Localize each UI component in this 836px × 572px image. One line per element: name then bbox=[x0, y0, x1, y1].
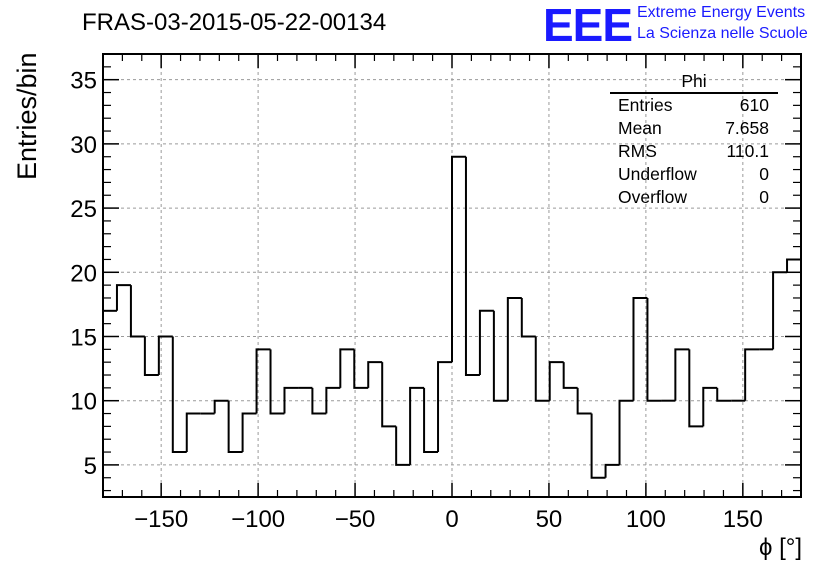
histogram-bin bbox=[604, 463, 620, 478]
stats-value: 610 bbox=[739, 95, 769, 115]
histogram-bin bbox=[157, 335, 173, 376]
histogram-bin bbox=[618, 399, 634, 465]
x-tick-label: −50 bbox=[335, 506, 376, 533]
y-tick-label: 35 bbox=[70, 68, 97, 95]
x-tick-label: 100 bbox=[626, 506, 666, 533]
x-tick-label: −150 bbox=[134, 506, 188, 533]
histogram-bin bbox=[437, 361, 452, 453]
stats-row-underflow: Underflow 0 bbox=[610, 163, 778, 186]
histogram-bin bbox=[548, 361, 564, 401]
histogram-bin bbox=[492, 310, 508, 402]
histogram-bin bbox=[185, 412, 201, 453]
histogram-bin bbox=[744, 348, 760, 401]
y-tick-label: 30 bbox=[70, 132, 97, 159]
stats-value: 0 bbox=[759, 164, 769, 184]
y-axis-label: Entries/bin bbox=[12, 52, 42, 180]
histogram-bin bbox=[241, 412, 257, 453]
histogram-bin bbox=[646, 297, 662, 402]
histogram-bin bbox=[115, 284, 131, 311]
stats-value: 0 bbox=[759, 187, 769, 207]
y-tick-label: 20 bbox=[70, 260, 97, 287]
histogram-series bbox=[103, 155, 801, 479]
histogram-bin bbox=[409, 386, 425, 465]
x-axis-label: ϕ [°] bbox=[758, 534, 802, 561]
stats-row-rms: RMS 110.1 bbox=[610, 140, 778, 163]
histogram-bin bbox=[227, 400, 243, 454]
stats-value: 7.658 bbox=[725, 118, 769, 138]
stats-box: Phi Entries 610 Mean 7.658 RMS 110.1 Und… bbox=[610, 70, 778, 209]
histogram-bin bbox=[772, 271, 788, 350]
y-tick-label: 5 bbox=[84, 453, 97, 480]
histogram-bin bbox=[339, 348, 355, 388]
stats-label: Underflow bbox=[618, 164, 697, 184]
logo-line-2: La Scienza nelle Scuole bbox=[637, 25, 808, 42]
y-tick-label: 10 bbox=[70, 389, 97, 416]
histogram-bin bbox=[716, 387, 732, 402]
y-tick-label: 15 bbox=[70, 324, 97, 351]
histogram-bin bbox=[534, 336, 550, 402]
stats-label: Mean bbox=[618, 118, 662, 138]
histogram-bin bbox=[506, 296, 522, 401]
x-tick-label: −100 bbox=[231, 506, 285, 533]
histogram-bin bbox=[423, 387, 439, 454]
histogram-bin bbox=[590, 413, 606, 479]
histogram-bin bbox=[632, 296, 648, 401]
stats-title: Phi bbox=[610, 70, 778, 94]
histogram-bin bbox=[702, 386, 718, 427]
histogram-bin bbox=[520, 297, 536, 338]
histogram-bin bbox=[353, 349, 369, 389]
histogram-bin bbox=[451, 155, 466, 363]
histogram-bin bbox=[143, 336, 159, 377]
histogram-bin bbox=[325, 386, 341, 414]
histogram-bin bbox=[311, 387, 327, 415]
stats-label: RMS bbox=[618, 141, 657, 161]
eee-logo: EEE bbox=[543, 0, 633, 51]
histogram-bin bbox=[367, 361, 383, 388]
stats-row-overflow: Overflow 0 bbox=[610, 186, 778, 209]
x-tick-label: 150 bbox=[723, 506, 763, 533]
histogram-bin bbox=[562, 362, 578, 389]
histogram-bin bbox=[576, 387, 592, 415]
histogram-bin bbox=[129, 285, 145, 338]
x-tick-label: 0 bbox=[445, 506, 458, 533]
logo-line-1: Extreme Energy Events bbox=[637, 4, 806, 21]
stats-row-entries: Entries 610 bbox=[610, 94, 778, 117]
stats-row-mean: Mean 7.658 bbox=[610, 117, 778, 140]
histogram-bin bbox=[395, 426, 411, 466]
histogram-bin bbox=[674, 348, 690, 401]
histogram-bin bbox=[213, 399, 229, 414]
tick-labels: −150 −100 −50 0 50 100 150 5 10 15 20 25 30 35 bbox=[70, 68, 763, 533]
histogram-bin bbox=[688, 349, 704, 428]
histogram-bin bbox=[478, 309, 494, 376]
histogram-bin bbox=[255, 348, 271, 414]
stats-label: Overflow bbox=[618, 187, 688, 207]
stats-label: Entries bbox=[618, 95, 673, 115]
histogram-bin bbox=[283, 386, 299, 414]
chart-title: FRAS-03-2015-05-22-00134 bbox=[82, 9, 387, 36]
histogram-bin bbox=[269, 349, 285, 415]
y-tick-label: 25 bbox=[70, 196, 97, 223]
histogram-bin bbox=[171, 336, 187, 454]
x-tick-label: 50 bbox=[536, 506, 563, 533]
stats-value: 110.1 bbox=[726, 141, 770, 161]
histogram-bin bbox=[464, 156, 480, 377]
axis-ticks bbox=[103, 54, 801, 497]
histogram-bin bbox=[786, 258, 801, 273]
histogram-bin bbox=[381, 362, 397, 428]
